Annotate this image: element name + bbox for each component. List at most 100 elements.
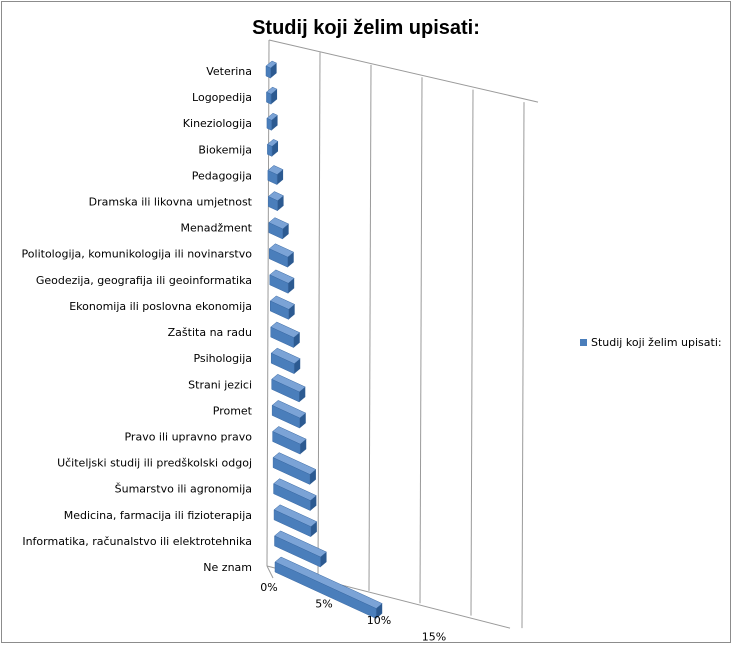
bar-end-face: [293, 332, 300, 348]
bar: [271, 400, 307, 429]
bar-end-face: [282, 223, 289, 239]
floor-depth-edge: [266, 565, 274, 579]
bar: [273, 504, 318, 538]
bar-end-face: [309, 469, 316, 485]
bar: [266, 112, 279, 131]
bar-front-face: [269, 248, 288, 268]
category-label: Šumarstvo ili agronomija: [115, 483, 252, 496]
bar-end-face: [294, 358, 301, 374]
category-labels: Veterina Logopedija Kineziologija Biokemija…: [22, 65, 253, 574]
bar: [274, 530, 327, 568]
bar-front-face: [270, 326, 294, 349]
category-label: Logopedija: [192, 91, 252, 104]
bar-front-face: [274, 561, 377, 619]
legend-label: Studij koji želim upisati:: [591, 336, 722, 349]
bar-front-face: [271, 404, 301, 429]
category-label: Strani jezici: [188, 378, 252, 391]
category-label: Pravo ili upravno pravo: [124, 430, 252, 443]
bar-end-face: [271, 115, 278, 131]
bar-end-face: [288, 278, 295, 294]
category-label: Biokemija: [198, 143, 252, 156]
category-label: Medicina, farmacija ili fizioterapija: [64, 509, 252, 522]
bar-end-face: [376, 603, 383, 619]
gridline: [470, 89, 474, 616]
bar-end-face: [271, 89, 278, 105]
category-label: Informatika, računalstvo ili elektrotehn…: [22, 535, 252, 548]
legend: Studij koji želim upisati:: [580, 336, 722, 349]
bar-end-face: [310, 495, 317, 511]
bar-end-face: [270, 63, 277, 79]
bar: [268, 243, 295, 268]
bar-end-face: [277, 169, 284, 185]
bar: [272, 426, 307, 455]
bar-front-face: [271, 378, 300, 403]
category-label: Ne znam: [203, 561, 252, 574]
bar-front-face: [266, 117, 272, 131]
category-label: Politologija, komunikologija ili novinar…: [22, 248, 253, 261]
bar: [267, 191, 285, 212]
category-label: Pedagogija: [192, 169, 252, 182]
bar-end-face: [320, 552, 327, 568]
bar-end-face: [277, 195, 284, 211]
bar-front-face: [267, 143, 273, 157]
bar-end-face: [300, 439, 307, 455]
gridlines: [266, 39, 539, 629]
wall-top-edge: [268, 39, 539, 103]
bar: [273, 478, 317, 512]
bar-front-face: [270, 300, 289, 320]
category-label: Menadžment: [181, 222, 253, 235]
bar: [266, 86, 278, 105]
bar: [265, 60, 278, 79]
category-label: Učiteljski studij ili predškolski odgoj: [57, 457, 252, 470]
x-tick-label: 15%: [422, 630, 446, 643]
bar-front-face: [265, 65, 271, 79]
category-label: Veterina: [206, 65, 252, 78]
bar: [270, 321, 301, 349]
x-tick-label: 5%: [315, 597, 332, 610]
bar-front-face: [272, 431, 301, 455]
bar: [267, 165, 284, 186]
bar-end-face: [299, 386, 306, 402]
bar-end-face: [299, 413, 306, 429]
category-label: Zaštita na radu: [168, 326, 252, 339]
category-label: Psihologija: [193, 352, 252, 365]
bar: [270, 347, 301, 375]
x-tick-label: 0%: [260, 581, 277, 594]
x-tick-label: 10%: [367, 614, 391, 627]
legend-swatch: [580, 339, 587, 346]
bar-front-face: [268, 196, 278, 212]
gridline: [419, 77, 423, 604]
gridline: [521, 102, 525, 629]
bar: [266, 139, 279, 157]
category-label: Geodezija, geografija ili geoinformatika: [36, 274, 252, 287]
bar: [268, 217, 290, 240]
bar: [269, 269, 295, 294]
bar: [272, 452, 317, 485]
bar-end-face: [287, 252, 294, 268]
category-label: Kineziologija: [183, 117, 252, 130]
gridline: [317, 52, 321, 579]
category-label: Ekonomija ili poslovna ekonomija: [69, 300, 252, 313]
bar-front-face: [269, 274, 289, 294]
bar-front-face: [270, 352, 295, 375]
x-axis-tick-labels: 0%5%10%15%20%25%: [260, 581, 446, 643]
bar: [274, 556, 383, 619]
bar-front-face: [266, 91, 272, 105]
chart-title: Studij koji želim upisati:: [252, 17, 480, 39]
category-label: Dramska ili likovna umjetnost: [89, 196, 253, 209]
bar: [269, 295, 296, 320]
category-label: Promet: [213, 404, 253, 417]
bar-front-face: [273, 509, 312, 538]
bars: [265, 60, 383, 619]
bar: [271, 373, 306, 403]
bar-front-face: [273, 483, 311, 512]
gridline: [368, 64, 372, 591]
bar-front-face: [274, 535, 321, 568]
bar-end-face: [310, 521, 317, 537]
bar-front-face: [267, 170, 278, 186]
bar-front-face: [272, 457, 311, 485]
bar-end-face: [272, 141, 279, 157]
bar-front-face: [268, 222, 283, 240]
